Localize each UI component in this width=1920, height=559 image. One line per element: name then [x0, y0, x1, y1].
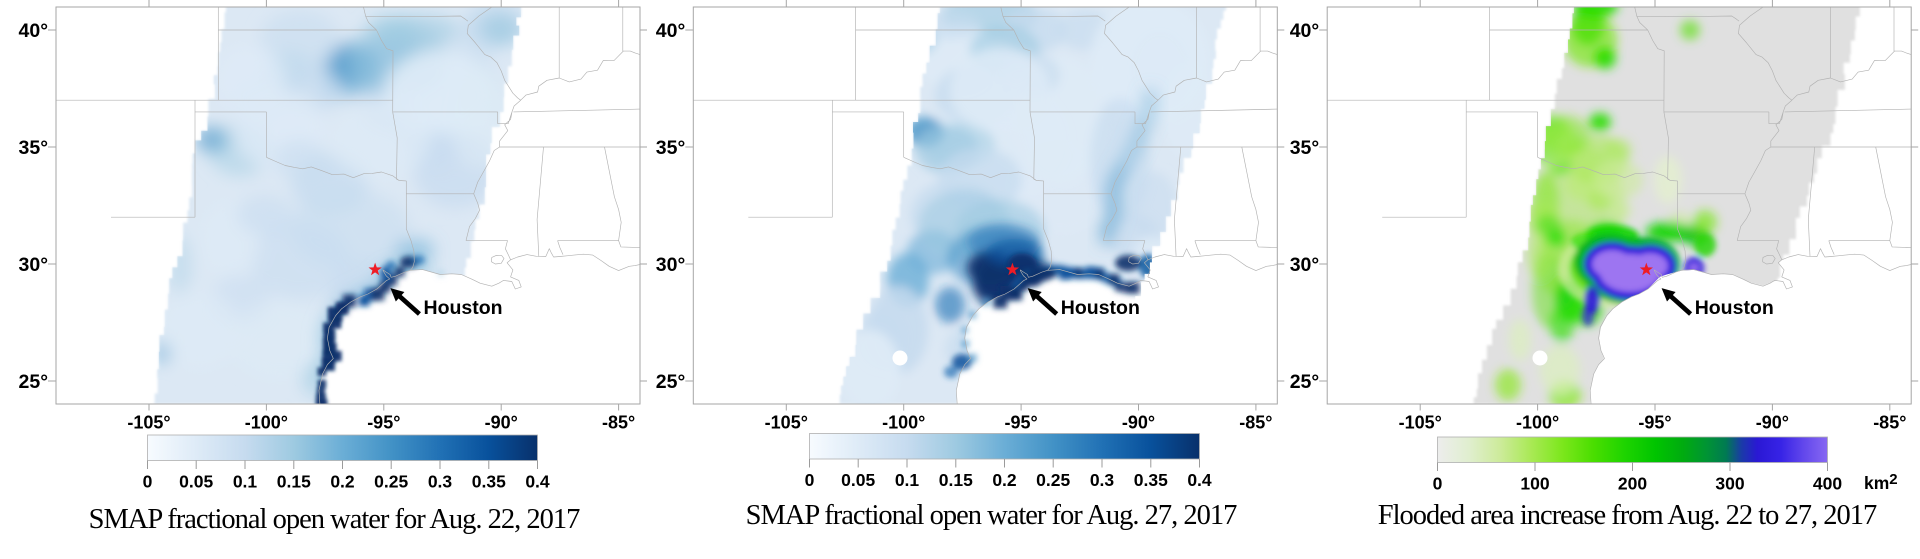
- svg-text:0.1: 0.1: [895, 470, 920, 490]
- svg-text:-95°: -95°: [1638, 413, 1671, 433]
- svg-text:-90°: -90°: [1122, 413, 1155, 433]
- svg-text:SMAP fractional open water for: SMAP fractional open water for Aug. 22, …: [89, 504, 581, 535]
- svg-text:300: 300: [1715, 474, 1744, 494]
- svg-text:Flooded area increase from Aug: Flooded area increase from Aug. 22 to 27…: [1378, 500, 1877, 531]
- svg-text:-105°: -105°: [1399, 413, 1442, 433]
- svg-text:0: 0: [805, 470, 815, 490]
- svg-text:-85°: -85°: [602, 413, 635, 433]
- svg-text:30°: 30°: [1290, 254, 1320, 276]
- svg-text:-100°: -100°: [882, 413, 925, 433]
- svg-text:40°: 40°: [19, 20, 49, 42]
- svg-text:-105°: -105°: [127, 413, 170, 433]
- svg-text:0.25: 0.25: [374, 472, 408, 492]
- svg-text:0.35: 0.35: [472, 472, 506, 492]
- svg-text:40°: 40°: [656, 20, 686, 42]
- svg-text:0.4: 0.4: [1187, 470, 1212, 490]
- svg-text:0: 0: [143, 472, 153, 492]
- svg-text:-100°: -100°: [1516, 413, 1559, 433]
- svg-text:0.35: 0.35: [1134, 470, 1168, 490]
- svg-text:0.2: 0.2: [992, 470, 1017, 490]
- svg-text:400: 400: [1813, 474, 1842, 494]
- svg-text:-100°: -100°: [245, 413, 288, 433]
- svg-text:0.15: 0.15: [277, 472, 311, 492]
- svg-text:25°: 25°: [19, 371, 49, 393]
- svg-text:0.3: 0.3: [1090, 470, 1115, 490]
- svg-text:35°: 35°: [656, 137, 686, 159]
- svg-text:0.15: 0.15: [939, 470, 973, 490]
- svg-text:100: 100: [1520, 474, 1549, 494]
- svg-text:0.05: 0.05: [179, 472, 213, 492]
- svg-text:SMAP fractional open water for: SMAP fractional open water for Aug. 27, …: [746, 500, 1238, 531]
- svg-text:Houston: Houston: [1695, 297, 1774, 319]
- svg-text:35°: 35°: [19, 137, 49, 159]
- svg-text:25°: 25°: [656, 371, 686, 393]
- svg-text:-90°: -90°: [485, 413, 518, 433]
- svg-text:0.2: 0.2: [330, 472, 355, 492]
- svg-text:30°: 30°: [19, 254, 49, 276]
- svg-text:0.05: 0.05: [841, 470, 875, 490]
- svg-text:35°: 35°: [1290, 137, 1320, 159]
- svg-text:Houston: Houston: [1061, 297, 1140, 319]
- svg-text:-85°: -85°: [1873, 413, 1906, 433]
- svg-text:-90°: -90°: [1756, 413, 1789, 433]
- svg-text:-105°: -105°: [765, 413, 808, 433]
- svg-text:0.3: 0.3: [428, 472, 453, 492]
- svg-text:km2: km2: [1864, 471, 1898, 493]
- svg-text:200: 200: [1618, 474, 1647, 494]
- svg-text:0.4: 0.4: [525, 472, 550, 492]
- svg-text:0.1: 0.1: [233, 472, 258, 492]
- svg-text:-95°: -95°: [367, 413, 400, 433]
- svg-text:0.25: 0.25: [1036, 470, 1070, 490]
- svg-text:Houston: Houston: [424, 297, 503, 319]
- svg-text:-85°: -85°: [1239, 413, 1272, 433]
- svg-text:30°: 30°: [656, 254, 686, 276]
- svg-text:40°: 40°: [1290, 20, 1320, 42]
- svg-text:25°: 25°: [1290, 371, 1320, 393]
- svg-text:0: 0: [1433, 474, 1443, 494]
- svg-text:-95°: -95°: [1004, 413, 1037, 433]
